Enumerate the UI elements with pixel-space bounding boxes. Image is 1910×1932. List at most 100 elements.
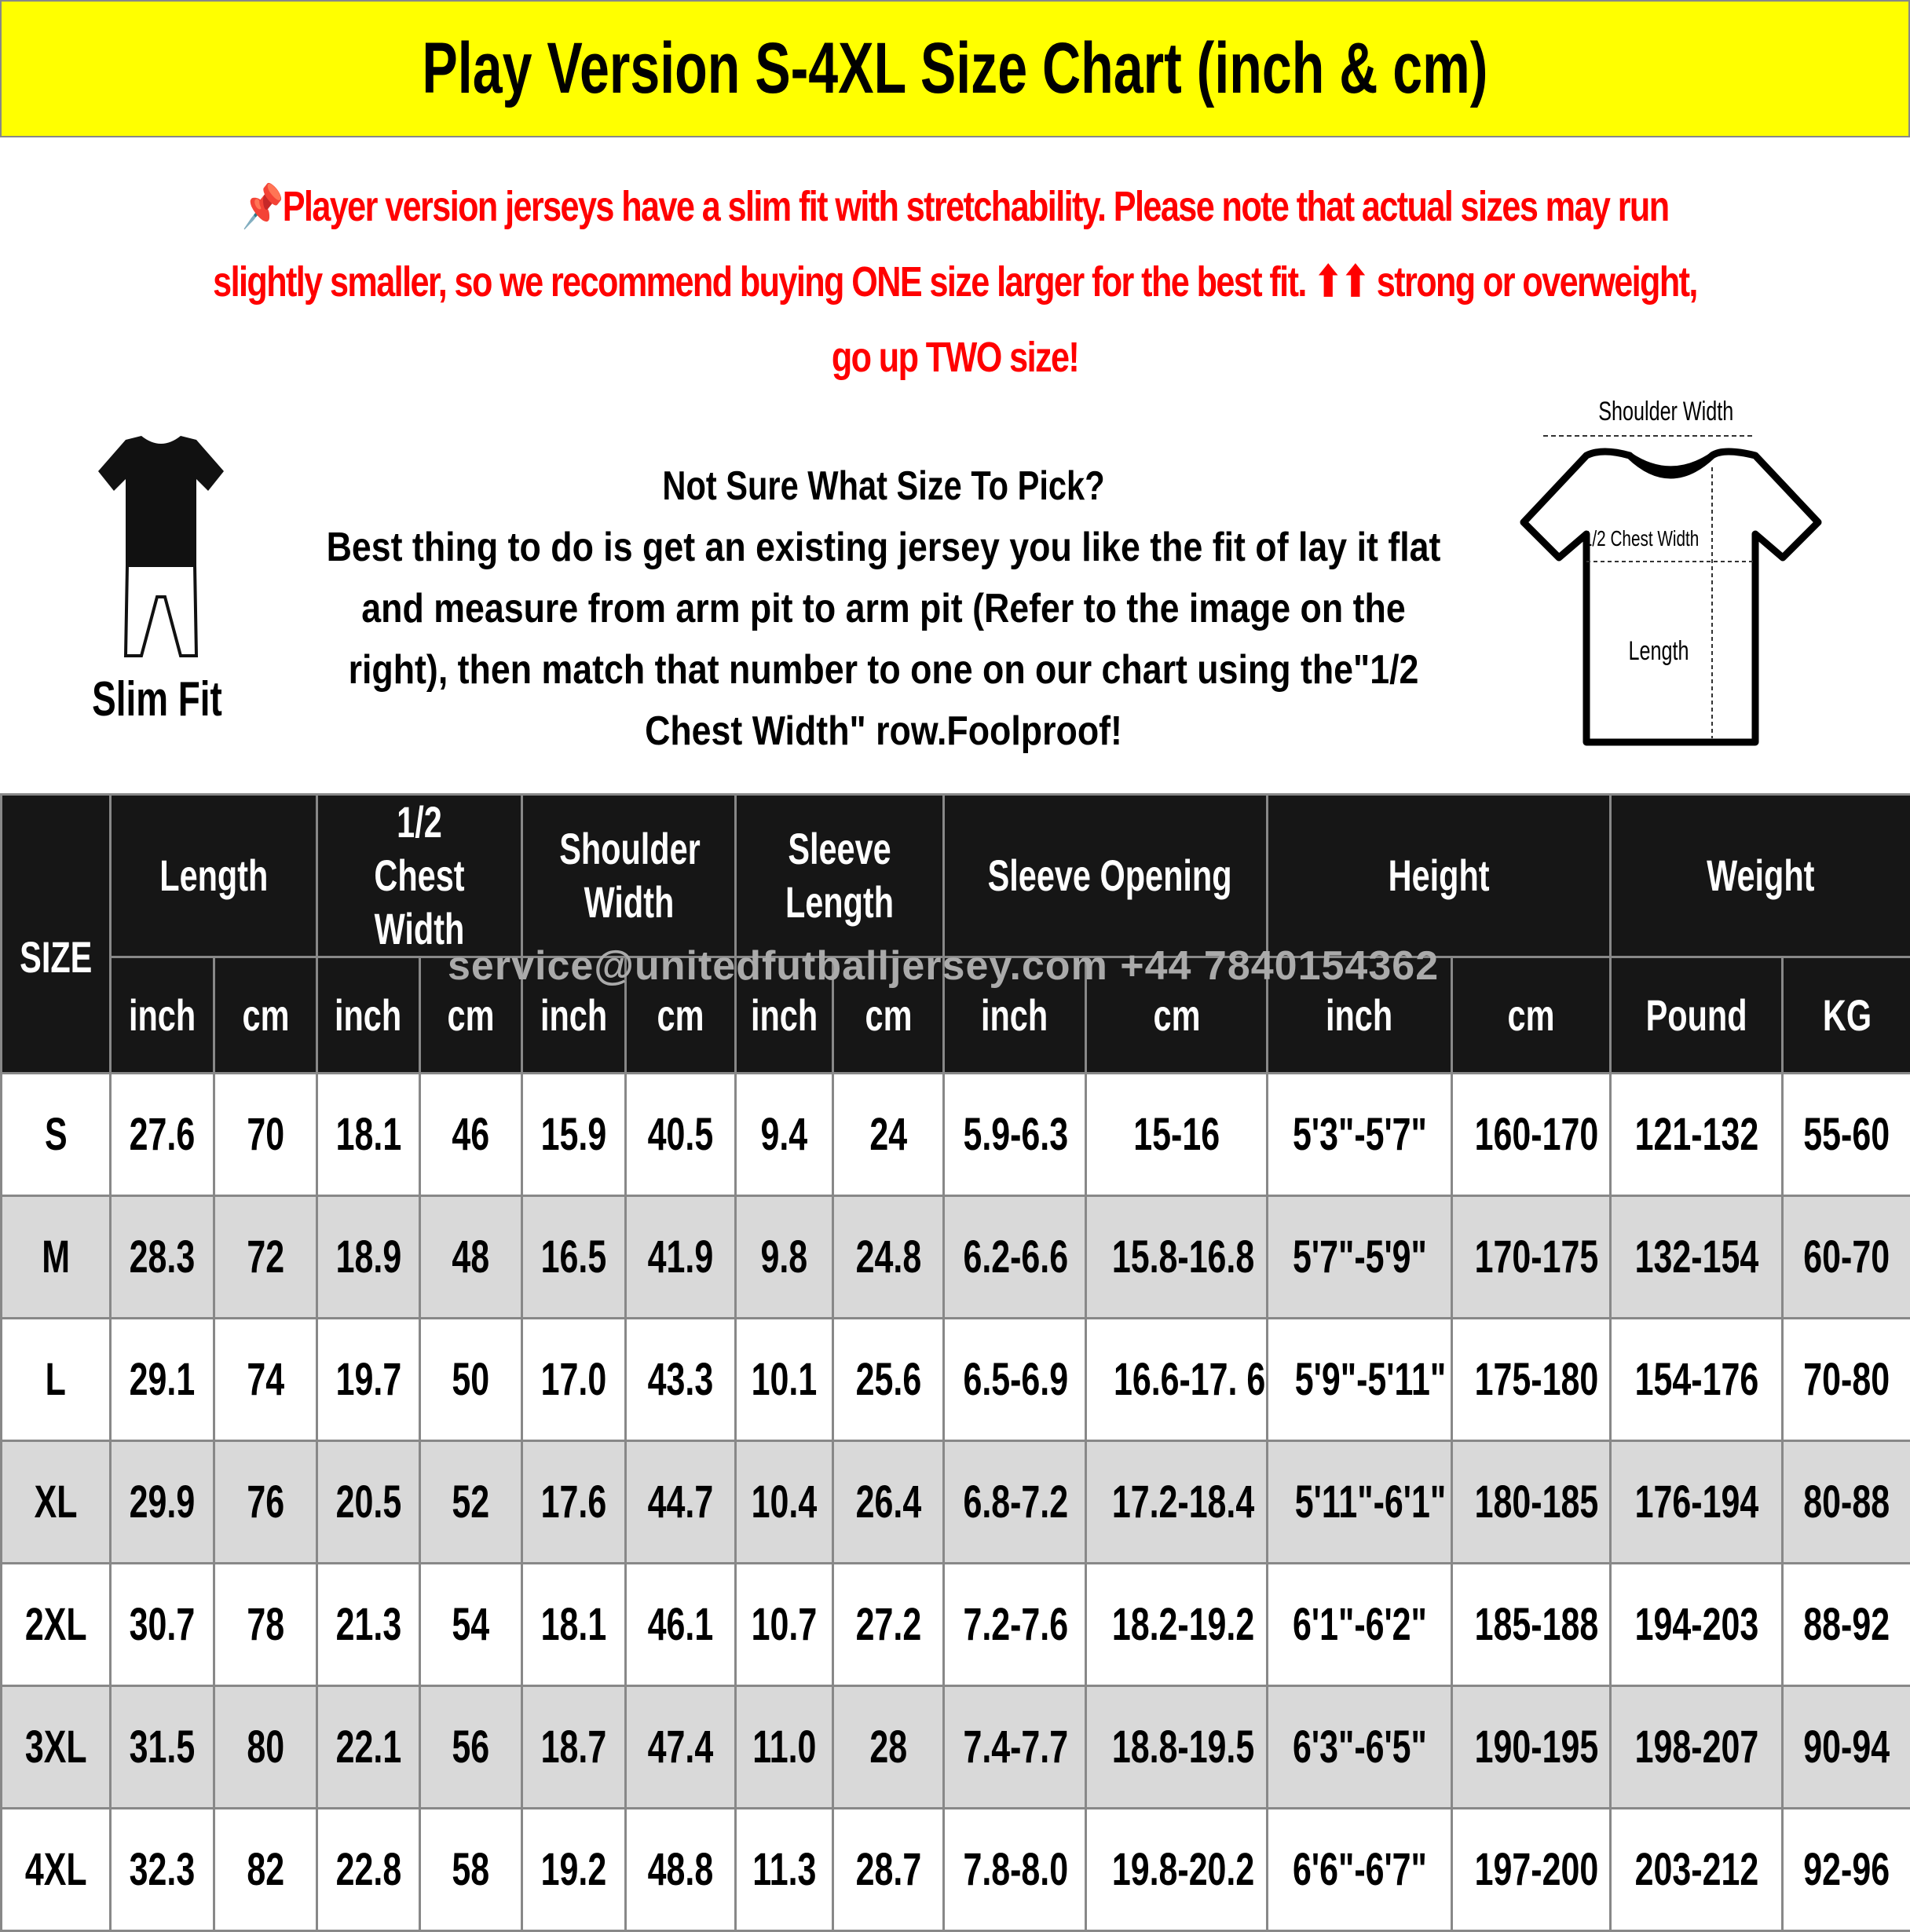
chest-width-label: 1/2 Chest Width [1563, 526, 1719, 551]
size-cell: 2XL [2, 1564, 111, 1686]
value-cell: 6'6"-6'7" [1268, 1809, 1452, 1931]
value-cell: 27.2 [833, 1564, 944, 1686]
size-cell: 4XL [2, 1809, 111, 1931]
tshirt-measurement-icon: Shoulder Width 1/2 Chest Width Length [1484, 393, 1822, 754]
value-cell: 92-96 [1783, 1809, 1910, 1931]
value-cell: 26.4 [833, 1441, 944, 1564]
value-cell: 185-188 [1452, 1564, 1611, 1686]
value-cell: 190-195 [1452, 1686, 1611, 1809]
value-cell: 46.1 [626, 1564, 736, 1686]
size-cell: XL [2, 1441, 111, 1564]
value-cell: 175-180 [1452, 1319, 1611, 1441]
value-cell: 58 [420, 1809, 522, 1931]
value-cell: 56 [420, 1686, 522, 1809]
fit-notice-text: Player version jerseys have a slim fit w… [213, 183, 1697, 381]
value-cell: 70 [214, 1074, 317, 1196]
value-cell: 10.4 [736, 1441, 833, 1564]
value-cell: 60-70 [1783, 1196, 1910, 1319]
value-cell: 18.1 [522, 1564, 626, 1686]
value-cell: 7.8-8.0 [944, 1809, 1086, 1931]
length-label: Length [1618, 636, 1700, 667]
value-cell: 30.7 [111, 1564, 214, 1686]
value-cell: 11.3 [736, 1809, 833, 1931]
value-cell: 197-200 [1452, 1809, 1611, 1931]
value-cell: 20.5 [317, 1441, 420, 1564]
value-cell: 29.1 [111, 1319, 214, 1441]
value-cell: 176-194 [1611, 1441, 1783, 1564]
value-cell: 22.8 [317, 1809, 420, 1931]
value-cell: 6.5-6.9 [944, 1319, 1086, 1441]
value-cell: 5'11"-6'1" [1268, 1441, 1452, 1564]
pushpin-icon: 📌 [242, 183, 283, 230]
value-cell: 19.2 [522, 1809, 626, 1931]
value-cell: 19.7 [317, 1319, 420, 1441]
value-cell: 132-154 [1611, 1196, 1783, 1319]
value-cell: 11.0 [736, 1686, 833, 1809]
value-cell: 88-92 [1783, 1564, 1910, 1686]
slim-fit-label: Slim Fit [47, 671, 267, 727]
unit-header: inch [317, 957, 420, 1074]
value-cell: 180-185 [1452, 1441, 1611, 1564]
unit-header: KG [1783, 957, 1910, 1074]
value-cell: 90-94 [1783, 1686, 1910, 1809]
value-cell: 18.8-19.5 [1086, 1686, 1268, 1809]
value-cell: 54 [420, 1564, 522, 1686]
value-cell: 160-170 [1452, 1074, 1611, 1196]
value-cell: 17.6 [522, 1441, 626, 1564]
column-group-header: Height [1268, 795, 1611, 957]
value-cell: 198-207 [1611, 1686, 1783, 1809]
value-cell: 15.8-16.8 [1086, 1196, 1268, 1319]
value-cell: 203-212 [1611, 1809, 1783, 1931]
unit-header: cm [214, 957, 317, 1074]
value-cell: 10.1 [736, 1319, 833, 1441]
value-cell: 121-132 [1611, 1074, 1783, 1196]
column-group-header: Length [111, 795, 317, 957]
value-cell: 82 [214, 1809, 317, 1931]
column-group-header: Sleeve Length [736, 795, 944, 957]
unit-header: inch [111, 957, 214, 1074]
value-cell: 32.3 [111, 1809, 214, 1931]
value-cell: 7.4-7.7 [944, 1686, 1086, 1809]
value-cell: 5'3"-5'7" [1268, 1074, 1452, 1196]
value-cell: 10.7 [736, 1564, 833, 1686]
size-cell: M [2, 1196, 111, 1319]
value-cell: 9.8 [736, 1196, 833, 1319]
value-cell: 28 [833, 1686, 944, 1809]
size-help: Not Sure What Size To Pick? Best thing t… [314, 456, 1453, 762]
value-cell: 44.7 [626, 1441, 736, 1564]
value-cell: 9.4 [736, 1074, 833, 1196]
value-cell: 18.2-19.2 [1086, 1564, 1268, 1686]
size-help-body: Best thing to do is get an existing jers… [317, 517, 1451, 762]
value-cell: 55-60 [1783, 1074, 1910, 1196]
value-cell: 7.2-7.6 [944, 1564, 1086, 1686]
value-cell: 18.1 [317, 1074, 420, 1196]
value-cell: 74 [214, 1319, 317, 1441]
value-cell: 47.4 [626, 1686, 736, 1809]
column-group-header: Shoulder Width [522, 795, 736, 957]
value-cell: 46 [420, 1074, 522, 1196]
unit-header: Pound [1611, 957, 1783, 1074]
value-cell: 17.2-18.4 [1086, 1441, 1268, 1564]
value-cell: 41.9 [626, 1196, 736, 1319]
value-cell: 80 [214, 1686, 317, 1809]
value-cell: 70-80 [1783, 1319, 1910, 1441]
slim-fit-figure-icon [79, 432, 243, 668]
value-cell: 6.2-6.6 [944, 1196, 1086, 1319]
value-cell: 50 [420, 1319, 522, 1441]
fit-notice: 📌Player version jerseys have a slim fit … [8, 169, 1902, 395]
value-cell: 52 [420, 1441, 522, 1564]
value-cell: 24.8 [833, 1196, 944, 1319]
value-cell: 72 [214, 1196, 317, 1319]
value-cell: 22.1 [317, 1686, 420, 1809]
value-cell: 43.3 [626, 1319, 736, 1441]
column-group-header: 1/2 Chest Width [317, 795, 522, 957]
value-cell: 16.6-17. 6 [1086, 1319, 1268, 1441]
value-cell: 80-88 [1783, 1441, 1910, 1564]
size-cell: 3XL [2, 1686, 111, 1809]
size-cell: L [2, 1319, 111, 1441]
value-cell: 18.7 [522, 1686, 626, 1809]
